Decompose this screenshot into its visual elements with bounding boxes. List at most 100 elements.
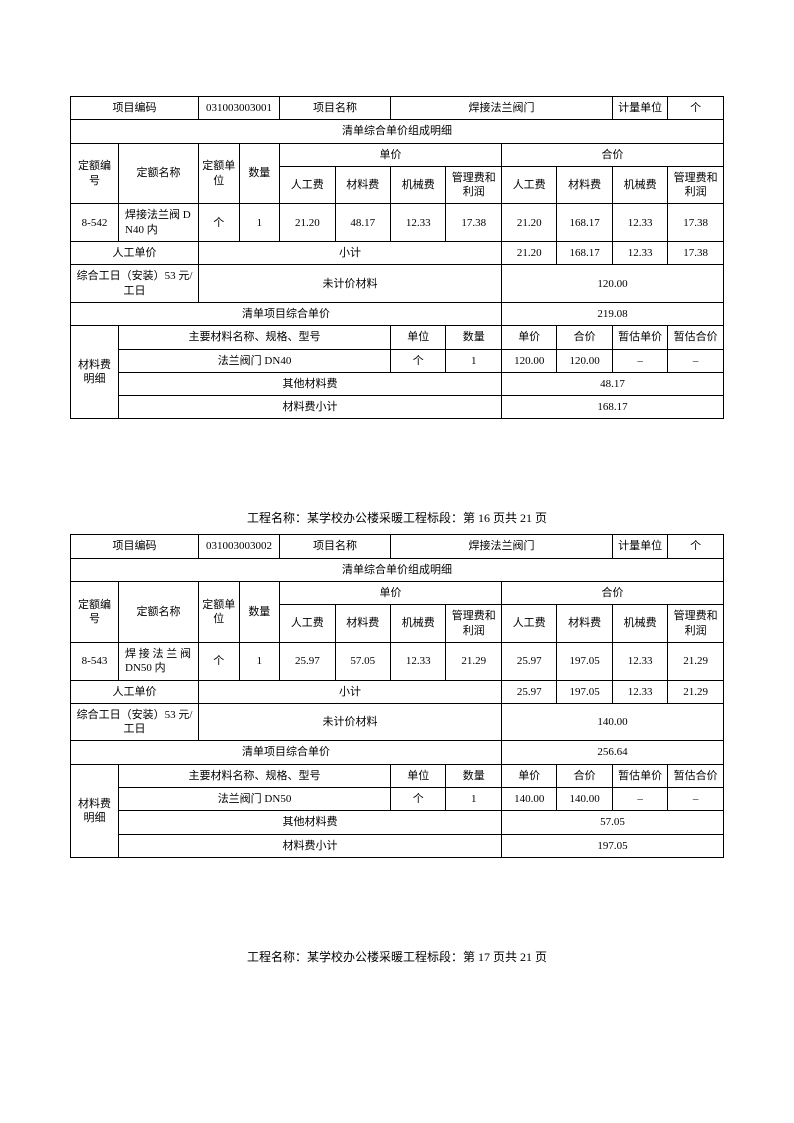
sub-material: 168.17 bbox=[557, 242, 612, 265]
cell-tp-material: 197.05 bbox=[557, 642, 612, 680]
quote-table-2: 项目编码 031003003002 项目名称 焊接法兰阀门 计量单位 个 清单综… bbox=[70, 534, 724, 857]
sub-labor: 21.20 bbox=[501, 242, 556, 265]
mat-total-label: 合价 bbox=[557, 764, 612, 787]
unpriced-row: 综合工日（安装）53 元/工日 未计价材料 140.00 bbox=[71, 703, 724, 741]
other-mat-value: 48.17 bbox=[501, 372, 723, 395]
col-up-machine: 机械费 bbox=[391, 605, 446, 643]
mat-est-total: – bbox=[668, 788, 724, 811]
cell-qty: 1 bbox=[239, 204, 280, 242]
mat-name-label: 主要材料名称、规格、型号 bbox=[119, 764, 391, 787]
col-tp-labor: 人工费 bbox=[501, 166, 556, 204]
data-row: 8-542 焊接法兰阀 DN40 内 个 1 21.20 48.17 12.33… bbox=[71, 204, 724, 242]
cell-up-material: 57.05 bbox=[335, 642, 390, 680]
footer-1: 工程名称：某学校办公楼采暖工程标段：第 16 页共 21 页 bbox=[70, 509, 724, 526]
header-row: 项目编码 031003003002 项目名称 焊接法兰阀门 计量单位 个 bbox=[71, 535, 724, 558]
subtotal-label: 小计 bbox=[199, 242, 502, 265]
cell-up-mgmt: 21.29 bbox=[446, 642, 501, 680]
cell-quota-unit: 个 bbox=[199, 642, 240, 680]
subtotal-label: 小计 bbox=[199, 680, 502, 703]
mat-name: 法兰阀门 DN50 bbox=[119, 788, 391, 811]
col-total-price: 合价 bbox=[501, 143, 723, 166]
col-total-price: 合价 bbox=[501, 582, 723, 605]
cell-quota-no: 8-543 bbox=[71, 642, 119, 680]
mat-est-price: – bbox=[612, 788, 667, 811]
col-header-row-1: 定额编号 定额名称 定额单位 数量 单价 合价 bbox=[71, 143, 724, 166]
name-value: 焊接法兰阀门 bbox=[391, 535, 613, 558]
cell-up-labor: 21.20 bbox=[280, 204, 335, 242]
list-unit-price-row: 清单项目综合单价 256.64 bbox=[71, 741, 724, 764]
mat-est-price: – bbox=[612, 349, 667, 372]
mat-total: 120.00 bbox=[557, 349, 612, 372]
unpriced-row: 综合工日（安装）53 元/工日 未计价材料 120.00 bbox=[71, 265, 724, 303]
sub-mgmt: 17.38 bbox=[668, 242, 724, 265]
col-tp-machine: 机械费 bbox=[612, 605, 667, 643]
sub-machine: 12.33 bbox=[612, 242, 667, 265]
mat-price-label: 单价 bbox=[501, 764, 556, 787]
mat-price-label: 单价 bbox=[501, 326, 556, 349]
page: 项目编码 031003003001 项目名称 焊接法兰阀门 计量单位 个 清单综… bbox=[0, 0, 794, 1123]
name-label: 项目名称 bbox=[280, 97, 391, 120]
subtotal-row: 人工单价 小计 25.97 197.05 12.33 21.29 bbox=[71, 680, 724, 703]
cell-quota-name: 焊接法兰阀 DN40 内 bbox=[119, 204, 199, 242]
col-up-labor: 人工费 bbox=[280, 605, 335, 643]
other-mat-label: 其他材料费 bbox=[119, 811, 502, 834]
mat-subtotal-label: 材料费小计 bbox=[119, 834, 502, 857]
cell-up-material: 48.17 bbox=[335, 204, 390, 242]
cell-up-machine: 12.33 bbox=[391, 204, 446, 242]
mat-total: 140.00 bbox=[557, 788, 612, 811]
unit-label: 计量单位 bbox=[612, 97, 667, 120]
cell-quota-unit: 个 bbox=[199, 204, 240, 242]
other-mat-label: 其他材料费 bbox=[119, 372, 502, 395]
mat-detail-label: 材料费明细 bbox=[71, 326, 119, 419]
col-header-row-1: 定额编号 定额名称 定额单位 数量 单价 合价 bbox=[71, 582, 724, 605]
table-block-1: 项目编码 031003003001 项目名称 焊接法兰阀门 计量单位 个 清单综… bbox=[70, 96, 724, 419]
mat-price: 140.00 bbox=[501, 788, 556, 811]
code-value: 031003003001 bbox=[199, 97, 280, 120]
cell-tp-machine: 12.33 bbox=[612, 204, 667, 242]
code-label: 项目编码 bbox=[71, 97, 199, 120]
mat-detail-label: 材料费明细 bbox=[71, 764, 119, 857]
col-quota-unit: 定额单位 bbox=[199, 143, 240, 204]
mat-total-label: 合价 bbox=[557, 326, 612, 349]
unit-value: 个 bbox=[668, 535, 724, 558]
col-up-labor: 人工费 bbox=[280, 166, 335, 204]
col-tp-material: 材料费 bbox=[557, 605, 612, 643]
mat-header-row: 材料费明细 主要材料名称、规格、型号 单位 数量 单价 合价 暂估单价 暂估合价 bbox=[71, 764, 724, 787]
col-tp-labor: 人工费 bbox=[501, 605, 556, 643]
name-value: 焊接法兰阀门 bbox=[391, 97, 613, 120]
mat-name-label: 主要材料名称、规格、型号 bbox=[119, 326, 391, 349]
col-unit-price: 单价 bbox=[280, 143, 502, 166]
col-quota-name: 定额名称 bbox=[119, 143, 199, 204]
cell-qty: 1 bbox=[239, 642, 280, 680]
other-mat-row: 其他材料费 48.17 bbox=[71, 372, 724, 395]
list-unit-price-value: 219.08 bbox=[501, 302, 723, 325]
col-up-machine: 机械费 bbox=[391, 166, 446, 204]
section-title-row: 清单综合单价组成明细 bbox=[71, 558, 724, 581]
unit-value: 个 bbox=[668, 97, 724, 120]
list-unit-price-label: 清单项目综合单价 bbox=[71, 302, 502, 325]
mat-qty: 1 bbox=[446, 788, 501, 811]
mat-est-total-label: 暂估合价 bbox=[668, 764, 724, 787]
cell-tp-material: 168.17 bbox=[557, 204, 612, 242]
data-row: 8-543 焊 接 法 兰 阀 DN50 内 个 1 25.97 57.05 1… bbox=[71, 642, 724, 680]
mat-qty-label: 数量 bbox=[446, 326, 501, 349]
mat-qty: 1 bbox=[446, 349, 501, 372]
mat-price: 120.00 bbox=[501, 349, 556, 372]
code-label: 项目编码 bbox=[71, 535, 199, 558]
list-unit-price-row: 清单项目综合单价 219.08 bbox=[71, 302, 724, 325]
unpriced-value: 140.00 bbox=[501, 703, 723, 741]
col-quota-unit: 定额单位 bbox=[199, 582, 240, 643]
unpriced-label: 未计价材料 bbox=[199, 265, 502, 303]
quote-table-1: 项目编码 031003003001 项目名称 焊接法兰阀门 计量单位 个 清单综… bbox=[70, 96, 724, 419]
cell-up-machine: 12.33 bbox=[391, 642, 446, 680]
table-block-2: 项目编码 031003003002 项目名称 焊接法兰阀门 计量单位 个 清单综… bbox=[70, 534, 724, 857]
mat-subtotal-value: 197.05 bbox=[501, 834, 723, 857]
mat-est-total-label: 暂估合价 bbox=[668, 326, 724, 349]
col-quota-name: 定额名称 bbox=[119, 582, 199, 643]
cell-tp-machine: 12.33 bbox=[612, 642, 667, 680]
mat-header-row: 材料费明细 主要材料名称、规格、型号 单位 数量 单价 合价 暂估单价 暂估合价 bbox=[71, 326, 724, 349]
col-unit-price: 单价 bbox=[280, 582, 502, 605]
unpriced-value: 120.00 bbox=[501, 265, 723, 303]
cell-tp-labor: 25.97 bbox=[501, 642, 556, 680]
mat-subtotal-value: 168.17 bbox=[501, 396, 723, 419]
